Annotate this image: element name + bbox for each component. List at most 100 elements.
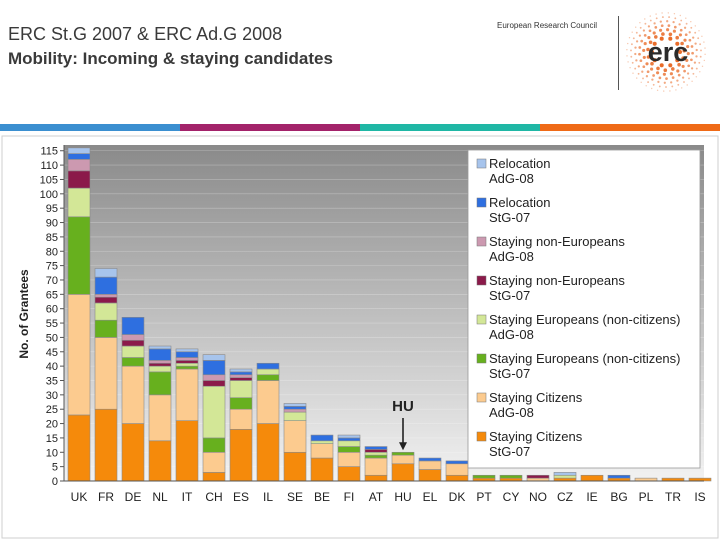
x-tick-label: DE	[125, 490, 142, 504]
bar-segment	[607, 474, 631, 479]
bar-segment	[364, 474, 388, 482]
logo-dot	[695, 67, 698, 70]
logo-dot	[640, 81, 642, 84]
x-tick-label: IT	[182, 490, 193, 504]
bar-segment	[337, 446, 361, 453]
logo-dot	[636, 77, 638, 79]
logo-dot	[642, 65, 646, 69]
logo-dot	[668, 16, 671, 19]
y-tick-label: 80	[46, 246, 58, 258]
logo-dot	[684, 33, 688, 37]
logo-dot	[676, 69, 680, 73]
bar-segment	[202, 360, 226, 376]
y-tick-label: 10	[46, 447, 58, 459]
y-tick-label: 70	[46, 275, 58, 287]
legend-label-line1: Staying Citizens	[489, 429, 583, 444]
legend-label-line2: AdG-08	[489, 171, 534, 186]
erc-logo-text: erc	[648, 37, 689, 67]
logo-dot	[634, 67, 637, 70]
bar-segment	[526, 474, 550, 479]
logo-dot	[639, 22, 641, 24]
bar-segment	[283, 420, 307, 453]
logo-dot	[666, 28, 670, 32]
legend-label-line2: StG-07	[489, 366, 530, 381]
legend-label-line2: AdG-08	[489, 249, 534, 264]
bar-segment	[94, 268, 118, 278]
logo-dot	[632, 37, 635, 40]
logo-dot	[635, 31, 638, 34]
logo-dot	[655, 13, 657, 15]
bar-segment	[364, 454, 388, 459]
x-tick-label: NO	[529, 490, 547, 504]
x-tick-label: CY	[503, 490, 520, 504]
logo-dot	[699, 55, 702, 58]
legend-swatch	[476, 197, 487, 208]
logo-dot	[663, 81, 666, 84]
logo-dot	[638, 34, 642, 37]
logo-dot	[634, 52, 637, 56]
logo-dot	[675, 58, 680, 63]
bar-segment	[94, 294, 118, 298]
logo-dot	[663, 90, 665, 92]
logo-dot	[690, 67, 694, 70]
legend-label-line1: Staying Europeans (non-citizens)	[489, 312, 681, 327]
bar-segment	[310, 443, 334, 459]
logo-dot	[626, 55, 628, 57]
bar-segment	[337, 434, 361, 439]
bar-segment	[67, 414, 91, 482]
logo-dot	[688, 77, 690, 80]
stacked-bar-chart: 0 5 10 15 20 25 30 35 40 45 50 55 60 65 70 75 80 85 90 95 10…	[1, 135, 719, 539]
logo-dot	[638, 52, 641, 56]
bar-segment	[553, 472, 577, 476]
logo-dot	[656, 89, 659, 92]
logo-dot	[648, 40, 653, 45]
logo-dot	[656, 66, 660, 71]
legend-swatch	[476, 236, 487, 247]
bar-segment	[148, 360, 172, 364]
logo-dot	[652, 41, 657, 46]
annotation-arrow-head	[399, 442, 407, 451]
logo-dot	[627, 61, 629, 63]
logo-dot	[683, 81, 685, 83]
logo-dot	[647, 36, 651, 40]
logo-dot	[675, 41, 680, 46]
logo-dot	[685, 22, 688, 25]
page-subtitle: Mobility: Incoming & staying candidates	[8, 49, 333, 68]
logo-dot	[630, 43, 633, 46]
y-tick-label: 20	[46, 419, 58, 431]
x-tick-label: AT	[369, 490, 384, 504]
bar-segment	[256, 362, 280, 370]
logo-dot	[652, 58, 657, 63]
bar-segment	[391, 463, 415, 482]
x-tick-label: BG	[610, 490, 627, 504]
bar-segment	[391, 454, 415, 465]
bar-segment	[229, 371, 253, 376]
logo-dot	[658, 85, 661, 88]
legend-label-line1: Staying non-Europeans	[489, 273, 625, 288]
legend-label-line1: Staying non-Europeans	[489, 234, 625, 249]
logo-dot	[691, 51, 694, 55]
logo-dot	[650, 61, 654, 66]
bar-segment	[67, 170, 91, 189]
logo-dot	[668, 32, 673, 37]
y-tick-label: 0	[52, 476, 58, 488]
logo-dot	[704, 53, 706, 55]
logo-dot	[627, 42, 629, 45]
bar-segment	[67, 187, 91, 218]
logo-dot	[700, 49, 702, 52]
logo-dot	[652, 83, 655, 86]
bar-segment	[121, 423, 145, 482]
bar-segment	[391, 451, 415, 456]
bar-segment	[202, 374, 226, 381]
color-stripe-2	[180, 124, 360, 131]
logo-dot	[699, 43, 702, 46]
x-tick-label: BE	[314, 490, 330, 504]
bar-segment	[256, 423, 280, 482]
x-tick-label: PT	[476, 490, 492, 504]
legend-label-line1: Staying Citizens	[489, 390, 583, 405]
logo-dot	[646, 55, 651, 59]
logo-dot	[704, 47, 706, 49]
bar-segment	[283, 406, 307, 410]
logo-dot	[686, 72, 690, 75]
logo-dot	[626, 49, 628, 51]
